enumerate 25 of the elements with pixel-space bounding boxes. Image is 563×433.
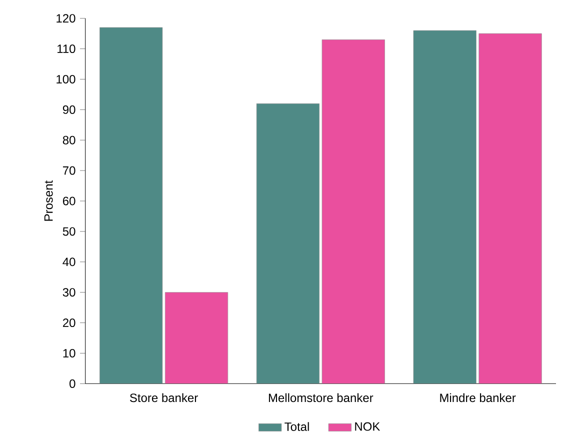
y-tick-label: 50: [62, 227, 76, 236]
bar: [413, 30, 476, 384]
y-tick-label: 80: [62, 136, 76, 144]
x-tick-label: Mindre banker: [440, 393, 516, 402]
y-tick-label: 90: [62, 105, 76, 114]
y-tick-label: 100: [56, 74, 76, 84]
y-tick-label: 70: [62, 166, 76, 175]
legend-label: NOK: [355, 422, 380, 431]
bar: [164, 292, 228, 384]
y-tick-label: 10: [63, 348, 76, 358]
x-tick-label: Mellomstore banker: [268, 393, 374, 402]
y-axis-title: Prosent: [44, 180, 53, 221]
bar: [256, 103, 320, 384]
y-tick-label: 120: [56, 14, 76, 23]
y-tick-label: 60: [62, 196, 76, 206]
legend-label: Total: [284, 422, 309, 431]
y-tick-label: 0: [70, 379, 76, 388]
bar: [322, 39, 385, 384]
y-tick-label: 110: [58, 44, 76, 54]
bar: [478, 33, 542, 384]
x-tick-label: Store banker: [130, 393, 198, 402]
bar: [99, 27, 163, 384]
y-tick-label: 20: [62, 318, 76, 328]
y-tick-label: 30: [62, 288, 76, 297]
y-tick-label: 40: [62, 258, 76, 266]
